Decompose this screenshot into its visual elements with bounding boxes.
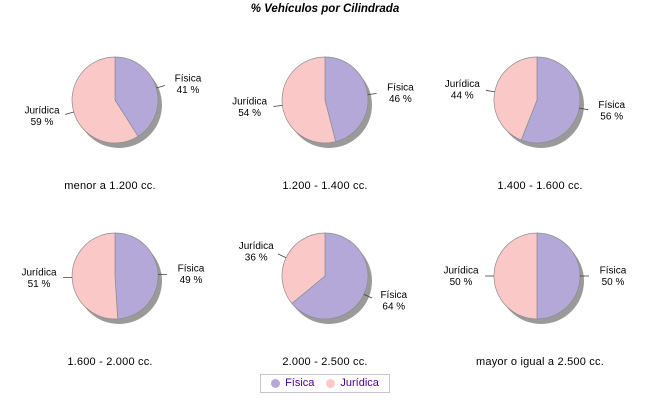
legend-label-juridica: Jurídica: [340, 377, 379, 389]
slice-label: Física 64 %: [380, 290, 407, 313]
slice-juridica: [281, 56, 337, 144]
pie-cell-menor-1200: Física 41 % Jurídica 59 % menor a 1.200 cc.: [0, 40, 220, 200]
legend-box: Física Jurídica: [260, 374, 390, 393]
slice-label: Física 41 %: [175, 74, 202, 97]
pie-svg: Física 49 % Jurídica 51 %: [21, 232, 205, 324]
fisica-swatch-icon: [271, 378, 281, 388]
slice-juridica: [71, 56, 139, 144]
pie-svg: Física 56 % Jurídica 44 %: [445, 56, 625, 148]
callout-line: [273, 105, 283, 107]
category-label: menor a 1.200 cc.: [64, 180, 156, 192]
category-label: 1.600 - 2.000 cc.: [67, 356, 153, 368]
legend-item-juridica: Jurídica: [326, 377, 379, 389]
slice-fisica: [536, 232, 581, 320]
pie-cell-2000-2500: Física 64 % Jurídica 36 % 2.000 - 2.500 cc.: [215, 216, 435, 376]
slice-label: Física 56 %: [598, 100, 625, 123]
pie-cell-1200-1400: Física 46 % Jurídica 54 % 1.200 - 1.400 cc.: [215, 40, 435, 200]
callout-line: [277, 253, 287, 259]
pie-cell-mayor-2500: Física 50 % Jurídica 50 % mayor o igual a 2…: [430, 216, 650, 376]
slice-label: Jurídica 54 %: [232, 97, 267, 120]
pie-svg: Física 50 % Jurídica 50 %: [443, 232, 627, 324]
category-label: 1.200 - 1.400 cc.: [282, 180, 368, 192]
pie-svg: Física 41 % Jurídica 59 %: [24, 56, 202, 148]
slice-label: Física 50 %: [600, 266, 627, 289]
slice-label: Jurídica 59 %: [24, 105, 59, 128]
category-label: mayor o igual a 2.500 cc.: [476, 356, 604, 368]
callout-line: [363, 293, 373, 299]
pie-svg: Física 46 % Jurídica 54 %: [232, 56, 414, 148]
slice-fisica: [324, 56, 369, 143]
callout-line: [64, 111, 74, 115]
callout-line: [485, 89, 495, 93]
legend-label-fisica: Física: [285, 377, 315, 389]
slice-label: Jurídica 51 %: [21, 267, 56, 290]
slice-label: Física 49 %: [178, 264, 205, 287]
slice-label: Jurídica 50 %: [443, 266, 478, 289]
callout-line: [367, 93, 377, 95]
callout-line: [579, 107, 589, 111]
category-label: 1.400 - 1.600 cc.: [497, 180, 583, 192]
slice-label: Jurídica 36 %: [239, 241, 274, 264]
pie-cell-1400-1600: Física 56 % Jurídica 44 % 1.400 - 1.600 cc.: [430, 40, 650, 200]
pie-cell-1600-2000: Física 49 % Jurídica 51 % 1.600 - 2.000 cc.: [0, 216, 220, 376]
slice-fisica: [114, 232, 159, 320]
pie-svg: Física 64 % Jurídica 36 %: [239, 232, 408, 324]
slice-label: Física 46 %: [387, 82, 414, 105]
legend-item-fisica: Física: [271, 377, 314, 389]
slice-label: Jurídica 44 %: [445, 79, 480, 102]
chart-title: % Vehículos por Cilindrada: [250, 3, 400, 15]
callout-line: [156, 85, 166, 89]
category-label: 2.000 - 2.500 cc.: [282, 356, 368, 368]
juridica-swatch-icon: [326, 378, 336, 388]
legend: Física Jurídica: [0, 374, 650, 393]
slice-juridica: [71, 232, 119, 320]
slice-juridica: [493, 232, 538, 320]
